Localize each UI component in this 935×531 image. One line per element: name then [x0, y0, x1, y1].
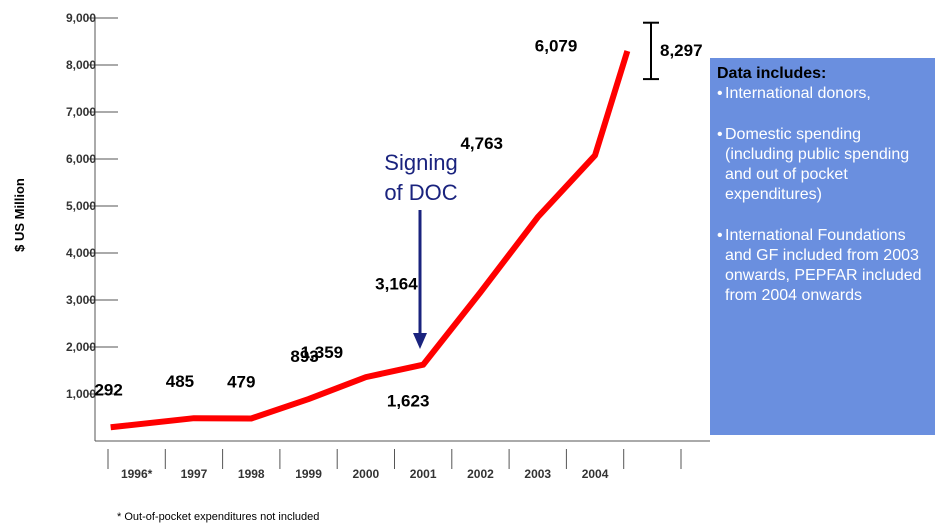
info-item-foundations: • International Foundations and GF inclu…: [717, 226, 931, 306]
data-label: 8,297: [660, 41, 703, 60]
y-axis-label: $ US Million: [12, 178, 27, 252]
data-label: 479: [227, 372, 255, 391]
x-tick-label: 2002: [467, 467, 494, 481]
error-bar-group: [643, 21, 659, 81]
y-tick-label: 5,000: [66, 199, 96, 213]
data-label: 6,079: [535, 36, 578, 55]
info-box-title: Data includes:: [717, 65, 827, 82]
x-tick-label: 2004: [582, 467, 609, 481]
y-tick-label: 7,000: [66, 105, 96, 119]
annotation-text-line1: Signing: [384, 150, 457, 175]
data-label: 292: [94, 380, 122, 399]
x-tick-label: 2001: [410, 467, 437, 481]
bullet-icon: •: [717, 85, 723, 102]
annotation-group: Signing of DOC: [384, 150, 458, 349]
info-item-text: International Foundations and GF include…: [725, 227, 922, 304]
data-includes-box: Data includes: • International donors, •…: [710, 58, 935, 435]
y-tick-label: 8,000: [66, 58, 96, 72]
data-label: 1,359: [301, 343, 344, 362]
y-tick-label: 3,000: [66, 293, 96, 307]
info-item-text: Domestic spending (including public spen…: [725, 126, 910, 203]
bullet-icon: •: [717, 126, 723, 143]
info-item-domestic-spending: • Domestic spending (including public sp…: [717, 125, 931, 205]
x-tick-label: 1996*: [121, 467, 153, 481]
data-label: 893: [290, 347, 318, 366]
footnote: * Out-of-pocket expenditures not include…: [117, 511, 320, 523]
x-tick-label: 2000: [352, 467, 379, 481]
bullet-icon: •: [717, 227, 723, 244]
y-tick-label: 9,000: [66, 11, 96, 25]
x-tick-label: 2003: [524, 467, 551, 481]
x-axis-ticks: 1996* 1997 1998 1999 2000 2001 2002 2003 2004: [107, 449, 682, 481]
y-tick-label: 1,000: [66, 387, 96, 401]
chart-axes: [94, 18, 710, 442]
x-tick-label: 1998: [238, 467, 265, 481]
x-tick-label: 1999: [295, 467, 322, 481]
data-label: 485: [166, 372, 194, 391]
data-label: 3,164: [375, 274, 418, 293]
y-tick-label: 4,000: [66, 246, 96, 260]
y-tick-label: 2,000: [66, 340, 96, 354]
info-item-international-donors: • International donors,: [717, 84, 931, 104]
series-line-group: [110, 50, 631, 431]
y-tick-label: 6,000: [66, 152, 96, 166]
y-axis-ticks: 1,000 2,000 3,000 4,000 5,000 6,000 7,000 8,000…: [66, 11, 118, 401]
info-item-text: International donors,: [725, 85, 871, 102]
annotation-text-line2: of DOC: [384, 180, 457, 205]
x-tick-label: 1997: [181, 467, 208, 481]
data-label: 4,763: [460, 134, 503, 153]
series-line: [110, 50, 631, 431]
data-label: 1,623: [387, 392, 430, 411]
annotation-arrow-head: [413, 333, 427, 349]
